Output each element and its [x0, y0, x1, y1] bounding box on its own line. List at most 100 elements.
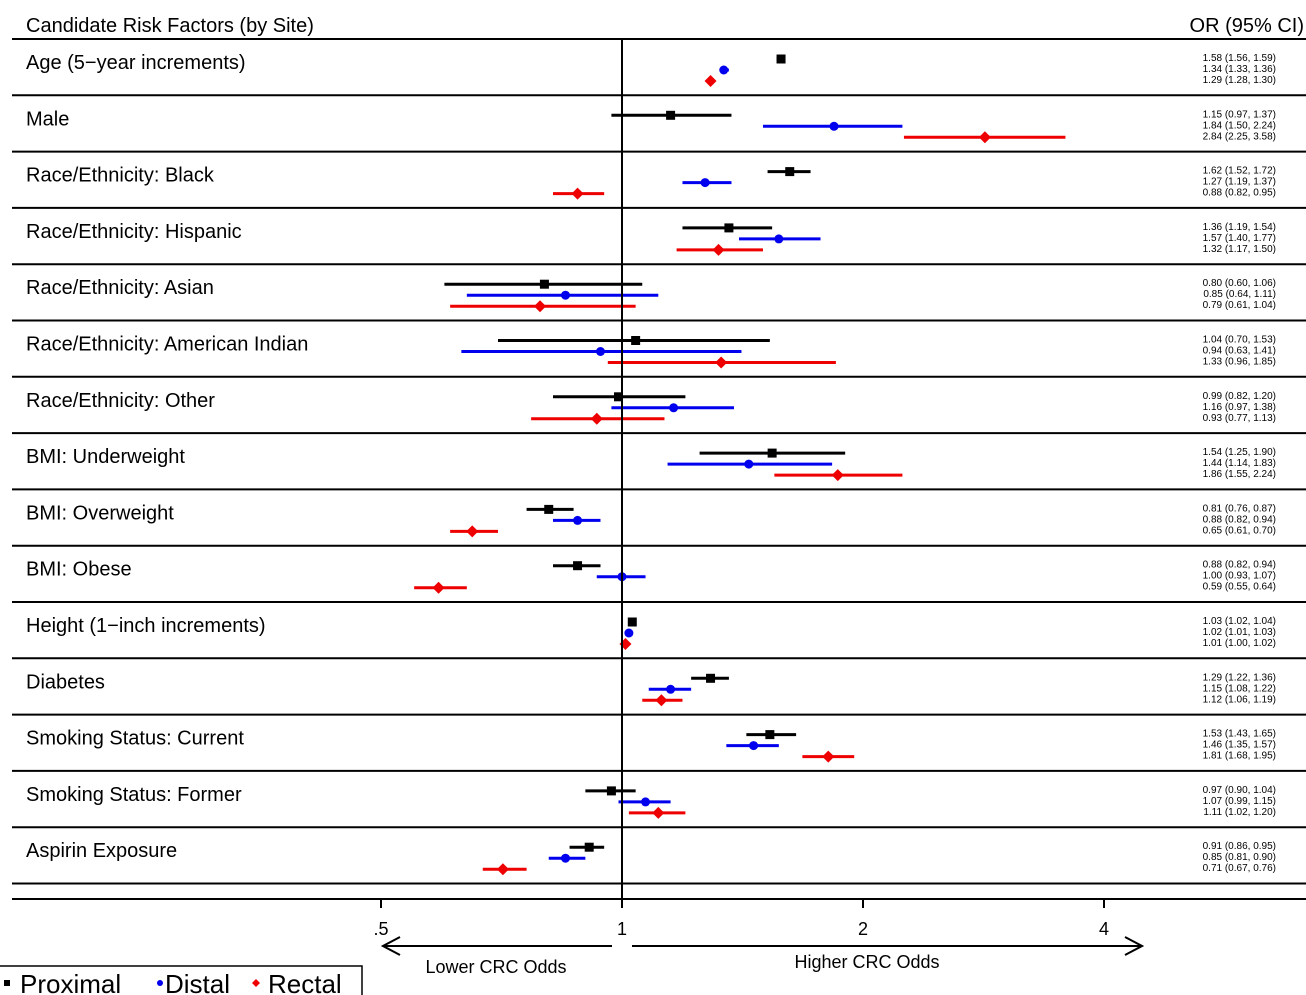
factor-row: Male 1.15 (0.97, 1.37)1.84 (1.50, 2.24)2.…: [12, 108, 1306, 153]
point-proximal: [767, 448, 777, 458]
x-tick-label: 2: [858, 919, 868, 939]
point-rectal: [822, 750, 835, 763]
factor-label: Race/Ethnicity: Asian: [26, 277, 214, 299]
factor-label: BMI: Obese: [26, 559, 132, 581]
point-distal: [624, 628, 634, 638]
or-ci-text-rectal: 1.12 (1.06, 1.19): [1203, 694, 1276, 705]
factor-row: Smoking Status: Current 1.53 (1.43, 1.65)…: [12, 728, 1306, 772]
or-ci-text-distal: 1.34 (1.33, 1.36): [1203, 64, 1276, 75]
or-ci-text-distal: 1.00 (0.93, 1.07): [1203, 571, 1276, 582]
point-distal: [573, 515, 583, 525]
point-distal: [749, 741, 759, 751]
or-ci-text-distal: 1.07 (0.99, 1.15): [1203, 796, 1276, 807]
or-ci-text-distal: 1.44 (1.14, 1.83): [1203, 458, 1276, 469]
legend-box: [0, 965, 363, 995]
point-proximal: [776, 54, 786, 64]
direction-right-label: Higher CRC Odds: [794, 952, 939, 972]
or-ci-text-distal: 1.16 (0.97, 1.38): [1203, 402, 1276, 413]
or-ci-text-rectal: 0.59 (0.55, 0.64): [1203, 582, 1276, 593]
factor-row: Age (5−year increments) 1.58 (1.56, 1.59)…: [12, 52, 1306, 97]
or-ci-text-distal: 0.85 (0.64, 1.11): [1203, 289, 1276, 300]
legend-marker-rectal: [252, 979, 260, 987]
or-ci-text-distal: 1.15 (1.08, 1.22): [1203, 683, 1276, 694]
or-ci-text-rectal: 0.79 (0.61, 1.04): [1203, 300, 1276, 311]
or-ci-text-rectal: 1.32 (1.17, 1.50): [1203, 244, 1276, 255]
point-proximal: [544, 504, 554, 514]
factor-label: Race/Ethnicity: Black: [26, 165, 215, 187]
factor-row: Race/Ethnicity: Asian 0.80 (0.60, 1.06)0.…: [12, 277, 1306, 322]
point-distal: [641, 797, 651, 807]
or-ci-text-proximal: 0.91 (0.86, 0.95): [1203, 841, 1276, 852]
or-ci-text-distal: 0.94 (0.63, 1.41): [1203, 346, 1276, 357]
point-distal: [700, 178, 710, 188]
point-distal: [595, 347, 605, 356]
point-rectal: [704, 75, 717, 87]
or-ci-text-proximal: 0.81 (0.76, 0.87): [1203, 503, 1276, 514]
legend-label-distal: Distal: [165, 969, 230, 995]
or-ci-text-rectal: 1.33 (0.96, 1.85): [1203, 357, 1276, 368]
or-ci-text-rectal: 1.81 (1.68, 1.95): [1203, 751, 1276, 762]
x-tick-label: 1: [617, 919, 627, 939]
or-ci-text-rectal: 1.86 (1.55, 2.24): [1203, 469, 1276, 480]
legend-marker-distal: [157, 980, 163, 986]
point-proximal: [724, 223, 734, 233]
point-rectal: [590, 412, 603, 425]
point-rectal: [571, 187, 584, 200]
or-ci-text-distal: 0.85 (0.81, 0.90): [1203, 852, 1276, 863]
or-ci-text-proximal: 0.88 (0.82, 0.94): [1203, 560, 1276, 571]
factor-row: BMI: Underweight 1.54 (1.25, 1.90)1.44 (1…: [12, 446, 1306, 491]
point-proximal: [584, 842, 594, 852]
or-ci-text-proximal: 1.29 (1.22, 1.36): [1203, 672, 1276, 683]
factor-label: BMI: Underweight: [26, 446, 185, 468]
point-distal: [560, 290, 570, 300]
x-tick-label: .5: [373, 919, 388, 939]
factor-label: Height (1−inch increments): [26, 615, 266, 637]
or-ci-text-distal: 1.02 (1.01, 1.03): [1203, 627, 1276, 638]
or-ci-text-proximal: 1.58 (1.56, 1.59): [1203, 53, 1276, 64]
point-rectal: [978, 131, 991, 144]
point-distal: [744, 459, 754, 469]
factor-label: Smoking Status: Current: [26, 728, 244, 750]
factor-row: Race/Ethnicity: Other 0.99 (0.82, 1.20)1.…: [12, 390, 1306, 435]
factor-label: Diabetes: [26, 671, 105, 693]
point-rectal: [432, 581, 445, 594]
or-ci-text-proximal: 0.97 (0.90, 1.04): [1203, 785, 1276, 796]
header-left: Candidate Risk Factors (by Site): [26, 15, 314, 37]
or-ci-text-proximal: 0.80 (0.60, 1.06): [1203, 278, 1276, 289]
or-ci-text-proximal: 1.54 (1.25, 1.90): [1203, 447, 1276, 458]
factor-row: Race/Ethnicity: Black 1.62 (1.52, 1.72)1.…: [12, 165, 1306, 209]
factor-label: Aspirin Exposure: [26, 840, 177, 862]
point-rectal: [655, 694, 668, 707]
point-rectal: [466, 525, 479, 538]
factor-rows: Age (5−year increments) 1.58 (1.56, 1.59)…: [12, 38, 1306, 885]
factor-row: BMI: Overweight 0.81 (0.76, 0.87)0.88 (0.…: [12, 502, 1306, 547]
legend-marker-proximal: [4, 980, 10, 986]
point-proximal: [785, 167, 795, 177]
factor-row: Race/Ethnicity: American Indian 1.04 (0.7…: [12, 334, 1306, 378]
or-ci-text-rectal: 2.84 (2.25, 3.58): [1203, 131, 1276, 142]
factor-label: Race/Ethnicity: Other: [26, 390, 215, 412]
point-distal: [829, 121, 839, 131]
header-right: OR (95% CI): [1190, 15, 1304, 37]
or-ci-text-distal: 0.88 (0.82, 0.94): [1203, 514, 1276, 525]
or-ci-text-distal: 1.84 (1.50, 2.24): [1203, 120, 1276, 131]
factor-row: Diabetes 1.29 (1.22, 1.36)1.15 (1.08, 1.2…: [12, 671, 1306, 716]
higher-odds-arrowhead: [1124, 936, 1145, 956]
x-axis: .5 1 2 4: [12, 39, 1306, 939]
factor-row: Smoking Status: Former 0.97 (0.90, 1.04)1…: [12, 784, 1306, 829]
or-ci-text-distal: 1.57 (1.40, 1.77): [1203, 233, 1276, 244]
point-proximal: [627, 617, 637, 627]
or-ci-text-distal: 1.46 (1.35, 1.57): [1203, 740, 1276, 751]
or-ci-text-proximal: 1.53 (1.43, 1.65): [1203, 729, 1276, 740]
or-ci-text-rectal: 0.65 (0.61, 0.70): [1203, 525, 1276, 536]
factor-label: Race/Ethnicity: Hispanic: [26, 221, 242, 243]
factor-row: Aspirin Exposure 0.91 (0.86, 0.95)0.85 (0…: [12, 840, 1306, 885]
point-proximal: [631, 336, 641, 345]
point-distal: [719, 65, 729, 75]
or-ci-text-proximal: 1.04 (0.70, 1.53): [1203, 335, 1276, 346]
factor-label: Male: [26, 108, 69, 130]
or-ci-text-proximal: 1.36 (1.19, 1.54): [1203, 222, 1276, 233]
point-proximal: [765, 730, 775, 740]
or-ci-text-rectal: 0.88 (0.82, 0.95): [1203, 188, 1276, 199]
